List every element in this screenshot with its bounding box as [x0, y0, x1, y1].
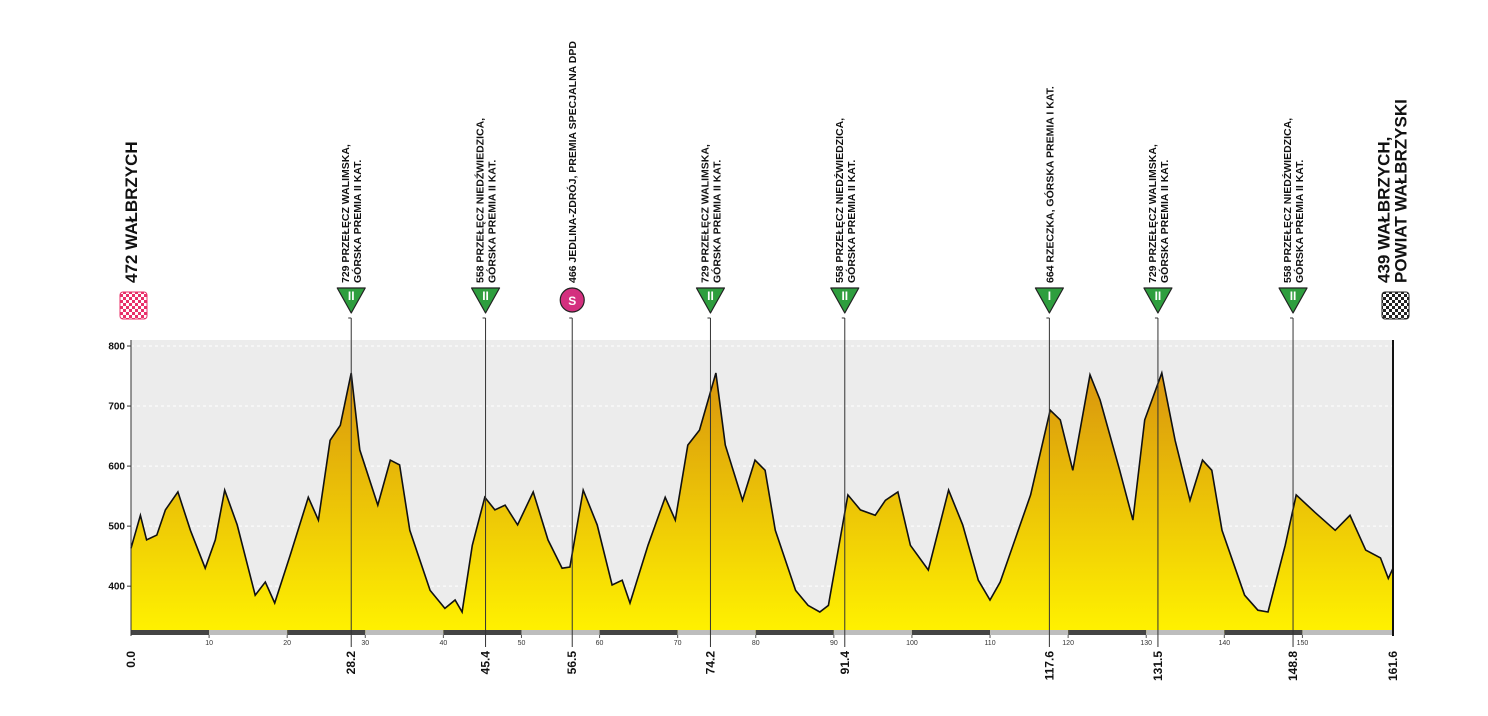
marker-km: 131.5 — [1151, 651, 1165, 681]
start-label: 472 WAŁBRZYCH — [122, 141, 141, 283]
marker-label: 664 RZECZKA, GÓRSKA PREMIA I KAT. — [1043, 86, 1056, 283]
marker-label: 729 PRZEŁĘCZ WALIMSKA, — [340, 144, 352, 283]
distance-bar — [287, 630, 366, 635]
start-km: 0.0 — [124, 651, 138, 668]
distance-bar — [1302, 630, 1393, 635]
marker-km: 56.5 — [565, 651, 579, 675]
sign-label: II — [1290, 289, 1297, 303]
marker-label: GÓRSKA PREMIA II KAT. — [351, 160, 364, 283]
sign-label: I — [1048, 289, 1051, 303]
sign-label: II — [1155, 289, 1162, 303]
y-tick-label: 800 — [108, 342, 125, 353]
distance-bar — [365, 630, 444, 635]
x-tick-label: 70 — [674, 640, 682, 647]
x-tick-label: 150 — [1297, 640, 1309, 647]
sign-icon — [1278, 287, 1308, 314]
marker-label: 729 PRZEŁĘCZ WALIMSKA, — [1147, 144, 1159, 283]
x-tick-label: 130 — [1140, 640, 1152, 647]
start-flag — [119, 291, 148, 320]
marker-label: 466 JEDLINA-ZDRÓJ, PREMIA SPECJALNA DPD — [566, 41, 579, 283]
y-tick-label: 400 — [108, 582, 125, 593]
sign-label: S — [568, 294, 576, 308]
marker-km: 117.6 — [1042, 651, 1056, 681]
finish-label: 439 WAŁBRZYCH, — [1375, 137, 1394, 283]
distance-bar — [443, 630, 522, 635]
distance-bar — [209, 630, 288, 635]
x-tick-label: 120 — [1062, 640, 1074, 647]
x-tick-label: 10 — [205, 640, 213, 647]
sign-label: II — [841, 289, 848, 303]
distance-bar — [911, 630, 991, 635]
distance-bar — [1224, 630, 1303, 635]
sign-icon — [559, 287, 585, 313]
x-tick-label: 20 — [283, 640, 291, 647]
distance-bar — [755, 630, 834, 635]
finish-km: 161.6 — [1386, 651, 1400, 681]
x-tick-label: 30 — [361, 640, 369, 647]
marker-km: 28.2 — [344, 651, 358, 675]
sign-icon — [830, 287, 860, 314]
profile-area — [131, 373, 1393, 633]
distance-bar — [131, 630, 210, 635]
marker-label: 558 PRZEŁĘCZ NIEDŹWIEDZICA, — [1281, 118, 1294, 283]
sign-label: II — [348, 289, 355, 303]
marker-label: GÓRSKA PREMIA II KAT. — [710, 160, 723, 283]
distance-bar — [677, 630, 756, 635]
distance-bar — [599, 630, 678, 635]
x-tick-label: 60 — [596, 640, 604, 647]
sign-icon — [695, 287, 726, 314]
distance-bar — [1146, 630, 1225, 635]
distance-bar — [990, 630, 1069, 635]
x-tick-label: 140 — [1218, 640, 1230, 647]
finish-label: POWIAT WAŁBRZYSKI — [1392, 99, 1411, 283]
x-tick-label: 50 — [518, 640, 526, 647]
y-tick-label: 600 — [108, 462, 125, 473]
sign-icon — [470, 287, 501, 314]
y-tick-label: 700 — [108, 402, 125, 413]
marker-label: GÓRSKA PREMIA II KAT. — [1293, 160, 1306, 283]
distance-bar — [521, 630, 600, 635]
y-tick-label: 500 — [108, 522, 125, 533]
x-tick-label: 100 — [906, 640, 918, 647]
sign-label: II — [482, 289, 489, 303]
marker-km: 148.8 — [1286, 651, 1300, 681]
marker-label: 729 PRZEŁĘCZ WALIMSKA, — [699, 144, 711, 283]
marker-label: 558 PRZEŁĘCZ NIEDŹWIEDZICA, — [833, 118, 846, 283]
marker-label: GÓRSKA PREMIA II KAT. — [845, 160, 858, 283]
sign-icon — [1143, 287, 1173, 314]
marker-km: 45.4 — [479, 651, 493, 675]
marker-label: GÓRSKA PREMIA II KAT. — [486, 160, 499, 283]
x-tick-label: 110 — [984, 640, 995, 647]
finish-flag — [1381, 291, 1410, 320]
marker-km: 74.2 — [703, 651, 717, 675]
x-tick-label: 40 — [439, 640, 447, 647]
distance-bar — [1068, 630, 1147, 635]
sign-label: II — [707, 289, 714, 303]
distance-bar — [833, 630, 912, 635]
x-tick-label: 80 — [752, 640, 760, 647]
sign-icon — [336, 287, 366, 314]
marker-label: 558 PRZEŁĘCZ NIEDŹWIEDZICA, — [474, 118, 487, 283]
profile-line — [130, 370, 1394, 615]
marker-km: 91.4 — [838, 651, 852, 675]
marker-label: GÓRSKA PREMIA II KAT. — [1158, 160, 1171, 283]
sign-icon — [1034, 287, 1064, 314]
x-tick-label: 90 — [830, 640, 838, 647]
